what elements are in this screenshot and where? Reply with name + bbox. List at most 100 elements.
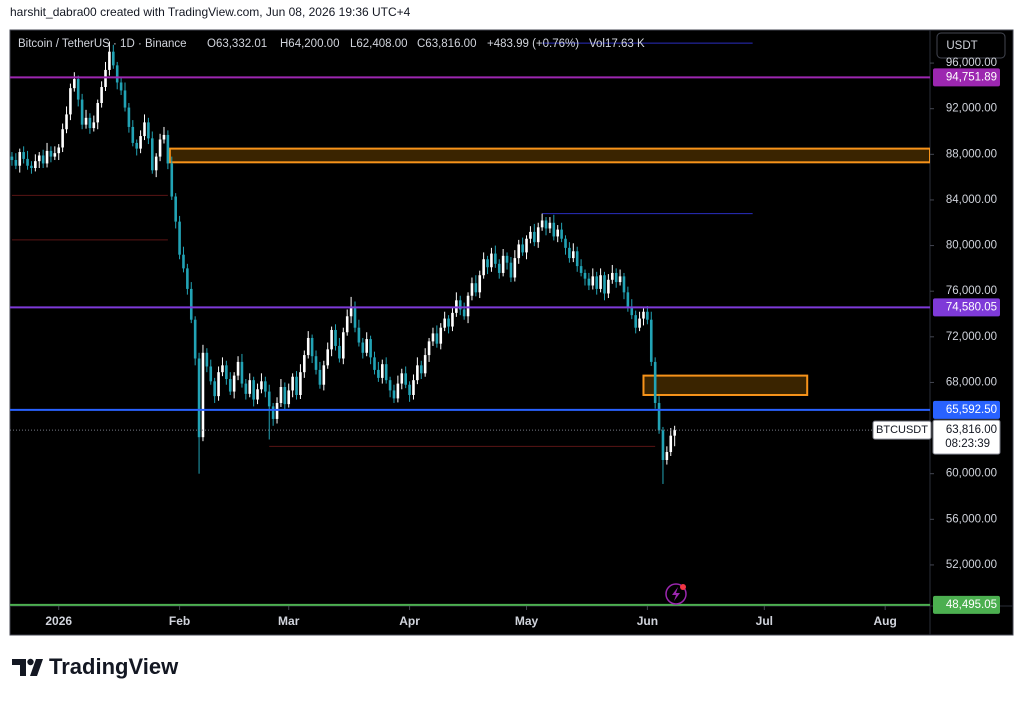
candle-body <box>349 307 353 317</box>
candle-body <box>490 253 493 268</box>
candle-body <box>610 272 614 280</box>
candle-body <box>283 387 287 405</box>
candle-body <box>209 366 213 382</box>
candle-body <box>533 231 536 243</box>
candle-body <box>466 295 470 317</box>
candle-body <box>10 156 14 161</box>
candle-body <box>53 153 57 157</box>
legend-symbol: Bitcoin / TetherUS · 1D · Binance <box>18 38 187 50</box>
candle-body <box>630 307 634 316</box>
candle-body <box>622 276 626 293</box>
level-label: 74,580.05 <box>946 301 997 313</box>
candle-body <box>189 288 193 320</box>
candle-body <box>221 365 224 373</box>
candle-body <box>423 355 427 374</box>
candle-body <box>18 152 22 166</box>
candle-body <box>404 373 407 385</box>
y-tick-label: 60,000.00 <box>946 468 997 480</box>
candle-body <box>380 364 384 378</box>
candle-body <box>76 79 80 100</box>
candle-body <box>275 402 279 419</box>
candle-body <box>638 318 641 328</box>
candle-body <box>26 158 29 166</box>
candle-body <box>396 383 400 399</box>
countdown: 08:23:39 <box>945 438 990 450</box>
candle-body <box>536 227 540 243</box>
level-label-box <box>933 595 1000 614</box>
candle-body <box>291 376 294 391</box>
candle-body <box>88 117 92 129</box>
candle-body <box>147 122 150 139</box>
credit: harshit_dabra00 created with TradingView… <box>10 5 411 19</box>
candle-body <box>458 300 462 310</box>
candle-body <box>439 327 443 344</box>
candle-body <box>513 258 517 278</box>
candle-body <box>322 365 326 385</box>
last-price-label: 63,816.00 <box>946 424 997 436</box>
candle-body <box>100 87 103 103</box>
y-tick-label: 68,000.00 <box>946 376 997 388</box>
candle-body <box>548 222 552 229</box>
candle-body <box>41 155 45 164</box>
candle-body <box>451 312 454 327</box>
candle-body <box>482 259 485 276</box>
candle-body <box>591 276 595 286</box>
candle-body <box>646 311 649 320</box>
candle-body <box>303 355 306 373</box>
currency-button[interactable] <box>936 32 1006 59</box>
x-tick-label: Jul <box>756 614 773 628</box>
candle-body <box>525 238 528 253</box>
candle-body <box>217 372 220 397</box>
candle-body <box>634 315 637 328</box>
candle-body <box>657 402 661 431</box>
candle-body <box>248 380 252 394</box>
legend-close: C63,816.00 <box>417 38 476 50</box>
level-label: 65,592.50 <box>946 404 997 416</box>
candle-body <box>178 221 181 255</box>
candle-body <box>131 126 135 143</box>
candle-body <box>486 259 489 268</box>
candle-body <box>57 147 61 154</box>
alert-icon[interactable] <box>665 583 687 605</box>
candle-body <box>244 383 248 394</box>
candle-body <box>599 275 602 289</box>
candle-body <box>579 266 583 273</box>
candle-body <box>115 65 119 83</box>
candle-body <box>661 430 665 461</box>
candle-body <box>252 380 255 400</box>
candle-body <box>232 375 236 392</box>
candle-body <box>603 275 606 294</box>
candle-body <box>119 82 123 91</box>
candle-body <box>509 262 513 278</box>
candle-body <box>158 139 162 157</box>
candle-body <box>334 329 337 346</box>
level-label-box <box>933 400 1000 419</box>
candle-body <box>170 163 174 197</box>
symbol-tag-box <box>872 420 932 440</box>
candle-body <box>182 254 185 269</box>
candle-body <box>264 381 267 392</box>
candle-body <box>377 369 380 378</box>
candle-body <box>295 376 298 395</box>
candle-body <box>271 406 275 419</box>
candle-body <box>427 341 431 356</box>
y-tick-label: 56,000.00 <box>946 513 997 525</box>
candle-body <box>470 283 474 296</box>
legend-high: H64,200.00 <box>280 38 339 50</box>
candle-body <box>256 389 259 400</box>
candle-body <box>443 318 446 328</box>
x-tick-label: Jun <box>637 614 658 628</box>
candle-body <box>96 102 100 123</box>
candle-body <box>330 329 333 350</box>
candle-body <box>240 361 244 384</box>
candle-body <box>108 51 111 70</box>
zone <box>168 147 930 164</box>
candle-body <box>127 107 131 127</box>
candle-body <box>400 373 404 384</box>
legend-low: L62,408.00 <box>350 38 408 50</box>
alert-dot <box>680 584 686 590</box>
candle-body <box>435 333 439 344</box>
level-label-box <box>933 68 1000 87</box>
candle-body <box>373 357 376 370</box>
candle-body <box>174 196 177 222</box>
